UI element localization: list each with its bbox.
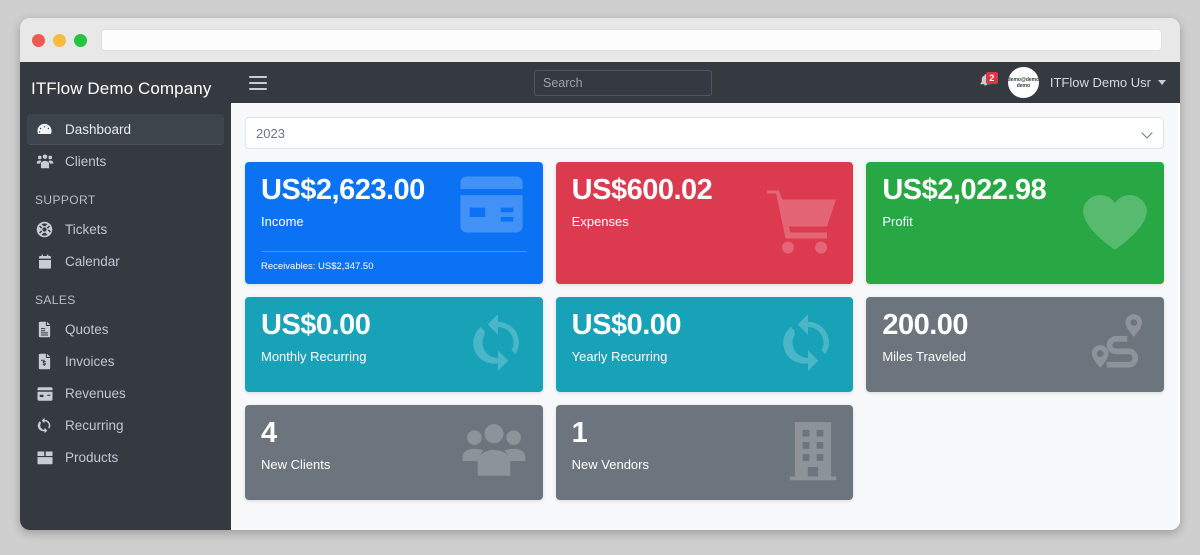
dashboard-page: 2023 US$2,623.00 Income Receivables: US$… [231, 103, 1180, 530]
sidebar-item-label: Calendar [65, 254, 120, 269]
stat-label: Monthly Recurring [261, 349, 367, 365]
stat-label: Income [261, 214, 304, 230]
caret-down-icon[interactable] [1158, 80, 1166, 85]
stat-value: US$0.00 [571, 309, 682, 341]
stat-card-miles-traveled[interactable]: 200.00 Miles Traveled [866, 297, 1165, 392]
sidebar-item-calendar[interactable]: Calendar [27, 246, 224, 277]
sidebar-item-revenues[interactable]: Revenues [27, 378, 224, 409]
stat-card-yearly-recurring[interactable]: US$0.00 Yearly Recurring [555, 297, 854, 392]
users-icon [35, 153, 54, 170]
stat-label: New Clients [261, 457, 331, 473]
box-icon [35, 449, 54, 466]
stat-label: Profit [882, 214, 913, 230]
content-wrapper: 2 demo@demo demo ITFlow Demo Usr 2023 [231, 62, 1180, 530]
notifications-button[interactable]: 2 [975, 71, 998, 94]
brand-title[interactable]: ITFlow Demo Company [31, 79, 212, 98]
credit-card-icon [35, 385, 54, 402]
sidebar-item-label: Dashboard [65, 121, 132, 137]
stat-card-row-1: US$2,623.00 Income Receivables: US$2,347… [245, 162, 1165, 284]
stat-value: US$0.00 [261, 309, 371, 341]
notification-badge: 2 [985, 71, 998, 84]
stat-value: 200.00 [882, 309, 969, 341]
sidebar-item-label: Invoices [65, 354, 115, 369]
maximize-window-button[interactable] [74, 33, 87, 47]
sidebar-group-heading-sales: SALES [35, 293, 76, 307]
stat-card-expenses[interactable]: US$600.02 Expenses [555, 162, 854, 284]
minimize-window-button[interactable] [53, 33, 66, 47]
stat-label: Expenses [571, 214, 629, 230]
sidebar-item-recurring[interactable]: Recurring [27, 410, 224, 441]
window-controls [32, 33, 87, 47]
stat-value: 4 [261, 417, 277, 449]
stat-card-monthly-recurring[interactable]: US$0.00 Monthly Recurring [245, 297, 543, 392]
topbar: 2 demo@demo demo ITFlow Demo Usr [231, 62, 1180, 103]
url-bar[interactable] [101, 29, 1162, 51]
stat-value: US$600.02 [571, 174, 713, 206]
gauge-icon [35, 121, 54, 138]
hamburger-icon[interactable] [249, 75, 267, 90]
life-ring-icon [35, 221, 54, 238]
sidebar-item-quotes[interactable]: Quotes [27, 314, 224, 345]
year-filter-value: 2023 [256, 125, 285, 141]
avatar-line-2: demo [1016, 82, 1031, 89]
search-input[interactable] [535, 70, 711, 95]
stat-value: US$2,022.98 [882, 174, 1047, 206]
stat-value: 1 [571, 417, 588, 449]
sidebar-group-heading-support: SUPPORT [35, 193, 96, 207]
sidebar-item-products[interactable]: Products [27, 442, 224, 473]
file-invoice-dollar-icon [35, 353, 54, 370]
stat-card-income[interactable]: US$2,623.00 Income Receivables: US$2,347… [245, 162, 543, 284]
calendar-icon [35, 253, 54, 270]
app-shell: ITFlow Demo Company Dashboard Clients SU… [20, 62, 1180, 530]
sidebar-item-invoices[interactable]: Invoices [27, 346, 224, 377]
stat-value: US$2,623.00 [261, 174, 425, 206]
sidebar-item-label: Products [65, 450, 119, 465]
sidebar-item-label: Tickets [65, 222, 108, 237]
sidebar-item-label: Quotes [65, 322, 109, 337]
browser-window: ITFlow Demo Company Dashboard Clients SU… [20, 18, 1180, 530]
stat-card-row-3: 4 New Clients 1 New Vendors [245, 405, 1164, 500]
close-window-button[interactable] [32, 33, 45, 47]
chevron-down-icon [1141, 127, 1153, 139]
year-filter-select[interactable]: 2023 [245, 117, 1164, 149]
stat-card-profit[interactable]: US$2,022.98 Profit [866, 162, 1165, 284]
stat-label: New Vendors [571, 457, 649, 473]
sidebar-item-label: Revenues [65, 386, 126, 401]
browser-titlebar [20, 18, 1180, 62]
user-menu-label[interactable]: ITFlow Demo Usr [1049, 75, 1151, 90]
stat-label: Miles Traveled [882, 349, 967, 365]
sidebar-item-dashboard[interactable]: Dashboard [27, 114, 224, 145]
stat-label: Yearly Recurring [571, 349, 668, 365]
stat-card-row-3-spacer [866, 405, 1164, 500]
sidebar-item-label: Clients [65, 154, 107, 169]
avatar[interactable]: demo@demo demo [1007, 67, 1039, 98]
sidebar-item-label: Recurring [65, 418, 124, 433]
sidebar-item-tickets[interactable]: Tickets [27, 214, 224, 245]
receivables-note: Receivables: US$2,347.50 [261, 251, 527, 272]
stat-card-row-2: US$0.00 Monthly Recurring US$0.00 Yearly… [245, 297, 1165, 392]
sidebar-item-clients[interactable]: Clients [27, 146, 224, 177]
sidebar: ITFlow Demo Company Dashboard Clients SU… [20, 62, 231, 530]
topbar-right: 2 demo@demo demo ITFlow Demo Usr [975, 67, 1166, 98]
stat-card-new-clients[interactable]: 4 New Clients [245, 405, 543, 500]
stat-card-new-vendors[interactable]: 1 New Vendors [555, 405, 854, 500]
file-invoice-icon [35, 321, 54, 338]
search-box [534, 69, 712, 96]
sync-icon [35, 417, 54, 434]
avatar-line-1: demo@demo [1007, 76, 1039, 83]
